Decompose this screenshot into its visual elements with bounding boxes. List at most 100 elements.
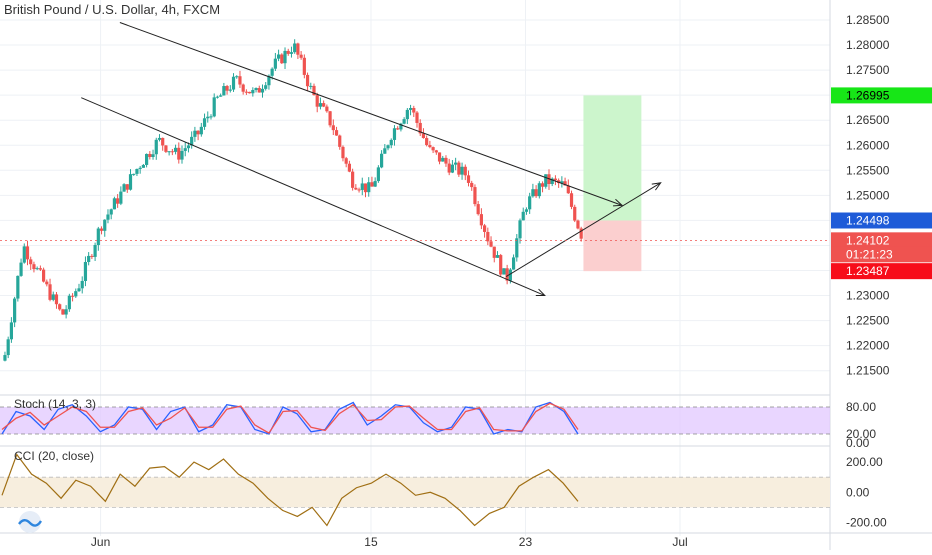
candlestick-series [3,39,583,362]
candle [421,133,426,139]
price-tick-label: 1.26500 [846,113,890,127]
candle [479,214,483,226]
price-axis: 1.285001.280001.275001.270001.265001.260… [846,13,890,529]
candle [569,193,574,207]
time-tick-label: Jul [672,535,687,549]
candle [399,123,403,130]
candle [460,166,464,175]
candle [80,280,84,289]
candle [93,245,97,257]
candle [61,309,65,315]
candle [228,89,232,91]
candle [476,204,480,215]
candle [553,178,558,181]
candle [386,145,390,149]
price-tick-label: 1.25500 [846,163,890,177]
price-tick-label: 1.22500 [846,314,890,328]
candle [270,68,274,76]
candle [286,50,290,54]
candle [141,164,145,168]
candle [157,137,162,140]
candle [9,322,14,340]
candle [151,154,155,157]
candle [190,136,194,146]
candle [225,86,229,91]
price-tick-label: 1.21500 [846,364,890,378]
countdown-label: 01:21:23 [846,247,893,261]
candle [544,174,548,187]
time-axis: Jun 15 23 Jul [91,535,688,549]
candle [260,88,265,93]
candle [177,147,181,160]
candle [408,107,413,110]
candle [35,268,39,270]
candle [305,74,310,87]
candle [212,97,216,117]
tradingview-logo-icon[interactable] [10,510,50,534]
cci-label: CCI (20, close) [14,449,95,463]
stop-price-label-bg [831,263,932,280]
channel-upper-line-arrow [613,198,624,207]
countdown-label-bg [831,246,932,263]
candle [128,174,133,190]
candle [215,96,220,98]
candle [231,76,236,90]
time-tick-label: 15 [364,535,378,549]
candle [573,206,577,221]
cci-tick-label: 0.00 [846,485,870,499]
candle [470,182,474,188]
candle [489,241,493,247]
candle [557,180,561,184]
candle [315,95,319,107]
candle [309,85,313,87]
candle [164,145,168,152]
candle [347,163,352,172]
target-zone [583,95,642,221]
entry-price-label-bg [831,212,932,229]
candle [412,107,416,113]
position-zones [583,95,642,272]
candle [122,184,126,192]
candle [392,128,397,140]
time-tick-label: 23 [519,535,533,549]
candle [83,262,88,281]
candle [367,182,371,193]
candle [376,167,380,182]
candle [515,238,519,258]
candle [444,157,448,164]
candle [531,189,535,197]
candle [437,152,442,162]
candle [74,291,78,297]
candle [222,86,226,96]
price-tick-label: 1.23000 [846,289,890,303]
candle [64,309,68,315]
candle [483,225,487,232]
candle [116,198,120,204]
candle [389,139,393,146]
candle [550,178,554,185]
candle [13,298,17,323]
candle [283,50,287,64]
channel-lower-line-arrow [535,288,546,297]
candle [434,150,438,153]
candle [257,88,261,93]
candle [125,184,129,190]
chart-title: British Pound / U.S. Dollar, 4h, FXCM [4,2,221,17]
candle [241,84,245,92]
candle [312,85,316,96]
candle [77,288,81,292]
candle [186,145,191,149]
candle [450,164,455,173]
price-tick-label: 1.28000 [846,38,890,52]
candle [280,54,284,64]
time-tick-label: Jun [91,535,110,549]
candle [344,158,348,164]
channel-lower-line [81,97,545,297]
price-tick-label: 1.25000 [846,188,890,202]
candle [518,220,522,239]
stoch-tick-label: 20.00 [846,427,876,441]
stoch-d-line [1,402,579,434]
